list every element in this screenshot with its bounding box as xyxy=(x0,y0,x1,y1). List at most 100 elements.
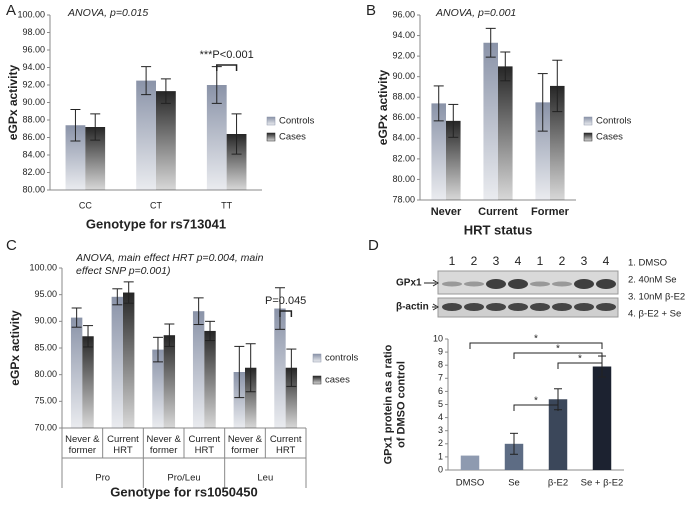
y-axis-title: eGPx activity xyxy=(6,64,20,140)
group-label: Leu xyxy=(257,473,273,484)
y-tick-label: 98.00 xyxy=(22,27,45,37)
y-tick-label: 94.00 xyxy=(392,30,415,40)
y-tick-label: 88.00 xyxy=(392,92,415,102)
blot-band xyxy=(508,303,528,311)
legend-swatch xyxy=(312,375,322,385)
blot-band xyxy=(486,303,506,311)
legend-label: Cases xyxy=(279,132,306,143)
legend-swatch xyxy=(583,132,593,142)
error-bar xyxy=(552,59,563,113)
y-tick-label: 96.00 xyxy=(392,9,415,19)
lane-label: 3 xyxy=(493,254,500,268)
lane-label: 2 xyxy=(471,254,478,268)
x-axis-title: HRT status xyxy=(464,222,533,237)
bar xyxy=(206,85,227,190)
lane-label: 4 xyxy=(603,254,610,268)
error-bar xyxy=(164,323,175,347)
y-tick-label: 82.00 xyxy=(392,153,415,163)
error-bar xyxy=(70,109,81,142)
significance-bracket xyxy=(469,342,603,349)
panel-letter: D xyxy=(368,237,379,254)
error-bar xyxy=(205,320,216,342)
y-tick-label: 95.00 xyxy=(34,289,57,299)
bar xyxy=(431,103,446,200)
bar xyxy=(70,317,83,428)
lane-label: 4 xyxy=(515,254,522,268)
bar xyxy=(483,42,498,200)
significance-bracket xyxy=(216,64,238,71)
blot-band xyxy=(530,303,550,311)
y-tick-label: 2 xyxy=(438,438,443,448)
y-tick-label: 8 xyxy=(438,360,443,370)
significance-bracket xyxy=(279,310,293,317)
y-tick-label: 94.00 xyxy=(22,62,45,72)
x-tick-label: Current HRT xyxy=(269,434,302,456)
blot-band xyxy=(574,279,594,289)
y-tick-label: 80.00 xyxy=(34,369,57,379)
bar xyxy=(274,308,286,428)
y-axis-title: eGPx activity xyxy=(376,69,390,145)
legend-label: cases xyxy=(325,375,350,386)
legend-label: controls xyxy=(325,353,359,364)
error-bar xyxy=(160,78,171,104)
legend-label: Controls xyxy=(596,116,632,127)
error-bar xyxy=(510,432,518,455)
chart-annotation: ANOVA, main effect HRT p=0.004, main eff… xyxy=(76,252,264,277)
legend-label: Controls xyxy=(279,116,315,127)
error-bar xyxy=(500,51,511,82)
x-tick-label: Current HRT xyxy=(107,434,139,456)
treatment-label: 3. 10nM β-E2 xyxy=(628,292,685,303)
bar xyxy=(85,127,106,190)
blot-band xyxy=(464,303,484,311)
x-tick-label: Current HRT xyxy=(188,434,221,456)
treatment-label: 4. β-E2 + Se xyxy=(628,309,681,320)
legend-swatch xyxy=(312,353,322,363)
significance-label: P=0.045 xyxy=(265,295,306,307)
error-bar xyxy=(83,325,94,348)
y-tick-label: 4 xyxy=(438,412,443,422)
bar xyxy=(245,367,257,428)
error-bar xyxy=(152,336,163,363)
significance-label: * xyxy=(534,334,538,345)
x-tick-label: Never & former xyxy=(65,434,100,456)
bar xyxy=(550,85,565,200)
blot-band xyxy=(508,279,528,289)
significance-label: ***P<0.001 xyxy=(200,49,254,61)
treatment-label: 1. DMSO xyxy=(628,258,667,269)
error-bar xyxy=(90,113,101,141)
error-bar xyxy=(193,297,204,326)
significance-bracket xyxy=(513,352,603,359)
y-tick-label: 80.00 xyxy=(22,184,45,194)
error-bar xyxy=(433,85,444,122)
panel-letter: C xyxy=(6,237,17,254)
blot-band xyxy=(464,281,484,287)
bar xyxy=(592,366,612,470)
y-tick-label: 90.00 xyxy=(392,71,415,81)
lane-label: 1 xyxy=(449,254,456,268)
y-tick-label: 75.00 xyxy=(34,396,57,406)
bar xyxy=(123,292,135,428)
bar xyxy=(233,372,245,428)
bar xyxy=(82,336,94,428)
error-bar xyxy=(141,66,152,96)
y-tick-label: 100.00 xyxy=(29,262,57,272)
y-tick-label: 0 xyxy=(438,464,443,474)
error-bar xyxy=(485,27,496,58)
legend-swatch xyxy=(583,116,593,126)
y-axis-title: GPx1 protein as a ratio of DMSO control xyxy=(382,344,407,465)
bar xyxy=(226,134,247,190)
arrowhead xyxy=(432,303,439,311)
y-tick-label: 88.00 xyxy=(22,114,45,124)
error-bar xyxy=(123,281,134,304)
arrowhead xyxy=(432,279,439,287)
y-tick-label: 78.00 xyxy=(392,194,415,204)
x-tick-label: Never & former xyxy=(146,434,181,456)
bar xyxy=(152,349,164,428)
legend-swatch xyxy=(266,116,276,126)
bar xyxy=(504,443,524,470)
blot-band xyxy=(442,281,462,287)
error-bar xyxy=(274,287,285,330)
blot-band xyxy=(552,303,572,311)
legend-label: Cases xyxy=(596,132,623,143)
